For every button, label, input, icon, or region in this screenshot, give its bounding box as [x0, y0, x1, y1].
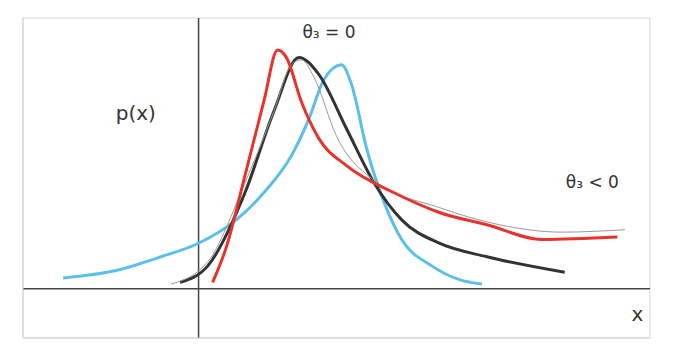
- svg-text:x: x: [632, 302, 644, 326]
- svg-text:p(x): p(x): [116, 101, 156, 125]
- svg-text:θ₃ = 0: θ₃ = 0: [302, 22, 355, 42]
- svg-text:θ₃ < 0: θ₃ < 0: [566, 172, 619, 192]
